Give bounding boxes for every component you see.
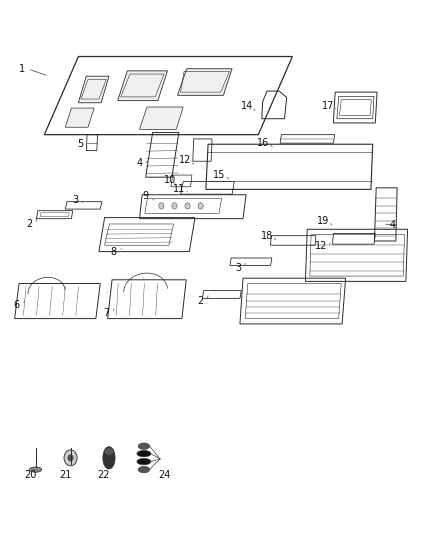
Polygon shape bbox=[65, 108, 94, 127]
Circle shape bbox=[68, 455, 73, 461]
Ellipse shape bbox=[137, 458, 151, 465]
Circle shape bbox=[198, 203, 203, 209]
Ellipse shape bbox=[103, 447, 115, 469]
Text: 4: 4 bbox=[137, 158, 143, 168]
Text: 2: 2 bbox=[26, 219, 32, 229]
Circle shape bbox=[64, 450, 77, 466]
Ellipse shape bbox=[29, 467, 42, 472]
Ellipse shape bbox=[138, 466, 150, 473]
Ellipse shape bbox=[138, 443, 150, 449]
Ellipse shape bbox=[137, 450, 151, 457]
Circle shape bbox=[185, 203, 190, 209]
Circle shape bbox=[159, 203, 164, 209]
Text: 1: 1 bbox=[18, 64, 25, 74]
Text: 5: 5 bbox=[77, 139, 83, 149]
Polygon shape bbox=[140, 107, 183, 130]
Text: 20: 20 bbox=[24, 470, 36, 480]
Text: 16: 16 bbox=[258, 138, 270, 148]
Text: 18: 18 bbox=[261, 231, 273, 241]
Polygon shape bbox=[78, 76, 109, 103]
Ellipse shape bbox=[104, 448, 114, 455]
Text: 21: 21 bbox=[59, 470, 71, 480]
Text: 3: 3 bbox=[236, 263, 242, 272]
Text: 19: 19 bbox=[317, 216, 329, 227]
Text: 3: 3 bbox=[73, 195, 79, 205]
Text: 12: 12 bbox=[315, 241, 328, 251]
Text: 15: 15 bbox=[213, 170, 225, 180]
Text: 8: 8 bbox=[110, 247, 117, 256]
Text: 2: 2 bbox=[198, 296, 204, 306]
Circle shape bbox=[172, 203, 177, 209]
Text: 7: 7 bbox=[103, 308, 110, 318]
Text: 14: 14 bbox=[241, 101, 254, 111]
Text: 17: 17 bbox=[322, 101, 334, 111]
Text: 11: 11 bbox=[173, 184, 185, 195]
Text: 6: 6 bbox=[13, 300, 19, 310]
Polygon shape bbox=[118, 71, 167, 101]
Text: 9: 9 bbox=[143, 191, 149, 201]
Text: 10: 10 bbox=[164, 175, 176, 185]
Text: 12: 12 bbox=[179, 155, 191, 165]
Polygon shape bbox=[177, 69, 232, 95]
Text: 24: 24 bbox=[158, 470, 171, 480]
Text: 22: 22 bbox=[97, 470, 110, 480]
Text: 4: 4 bbox=[390, 220, 396, 230]
